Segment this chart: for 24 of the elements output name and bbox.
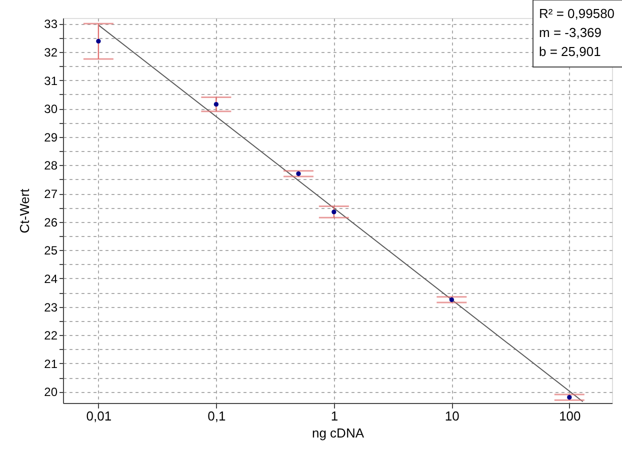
y-tick-label: 32 bbox=[44, 45, 58, 60]
y-tick-label: 20 bbox=[44, 385, 58, 400]
x-tick-label: 1 bbox=[330, 408, 338, 424]
y-tick-label: 30 bbox=[44, 102, 58, 116]
annotation: m = -3,369 bbox=[539, 25, 602, 40]
y-tick-label: 23 bbox=[44, 300, 58, 314]
x-tick-label: 10 bbox=[444, 408, 460, 424]
x-tick-label: 0,1 bbox=[208, 408, 226, 424]
y-tick-label: 33 bbox=[44, 17, 58, 32]
annotation: b = 25,901 bbox=[539, 44, 601, 59]
x-axis-title: ng cDNA bbox=[312, 426, 364, 440]
y-tick-label: 28 bbox=[44, 158, 58, 173]
y-tick-label: 27 bbox=[44, 187, 58, 202]
y-tick-label: 21 bbox=[44, 356, 58, 371]
y-axis-title: Ct-Wert bbox=[17, 188, 32, 234]
y-tick-label: 31 bbox=[44, 74, 58, 88]
x-tick-label: 0,01 bbox=[86, 408, 112, 424]
y-tick-label: 24 bbox=[44, 272, 58, 286]
y-tick-label: 29 bbox=[44, 130, 58, 144]
y-tick-label: 22 bbox=[44, 328, 58, 343]
y-tick-label: 25 bbox=[44, 244, 58, 258]
y-tick-label: 26 bbox=[44, 215, 58, 230]
x-tick-label: 100 bbox=[559, 408, 581, 424]
annotation: R² = 0,99580 bbox=[539, 6, 615, 21]
